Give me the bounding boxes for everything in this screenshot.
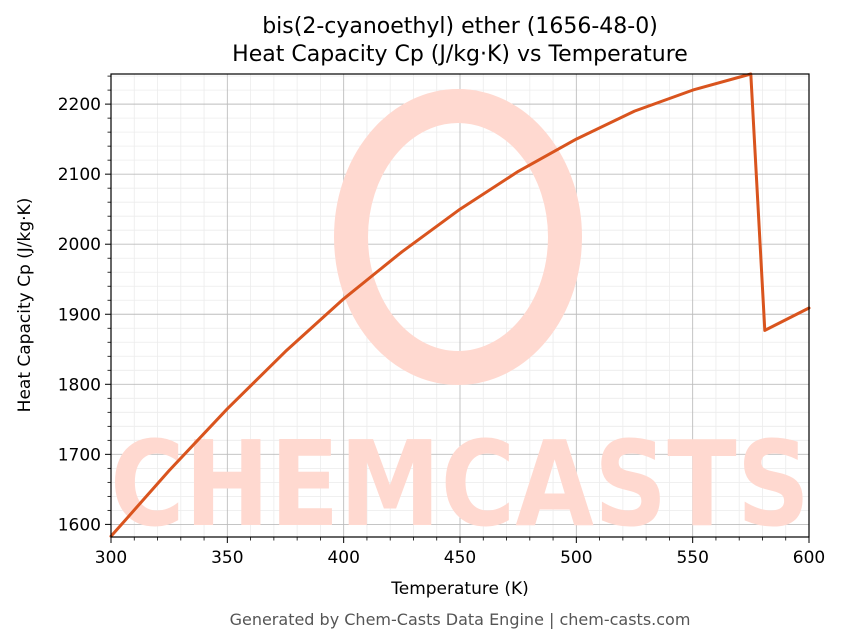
- x-tick-label: 600: [793, 548, 825, 568]
- y-tick-label: 2200: [58, 95, 101, 115]
- y-axis: 1600 1700 1800 1900 2000 2100 2200: [58, 75, 111, 535]
- x-tick-label: 550: [676, 548, 708, 568]
- y-axis-label: Heat Capacity Cp (J/kg·K): [15, 198, 35, 413]
- x-tick-label: 450: [444, 548, 476, 568]
- x-axis: 300 350 400 450 500 550 600: [95, 537, 825, 568]
- x-axis-label: Temperature (K): [390, 579, 529, 599]
- y-tick-label: 2000: [58, 235, 101, 255]
- watermark-swirl-icon: [334, 89, 582, 385]
- footer-credit: Generated by Chem-Casts Data Engine | ch…: [230, 610, 691, 629]
- y-tick-label: 1700: [58, 445, 101, 465]
- series-line: [109, 72, 811, 538]
- x-tick-label: 300: [95, 548, 127, 568]
- watermark-text: CHEMCASTS: [110, 415, 810, 553]
- x-tick-label: 350: [211, 548, 243, 568]
- x-tick-label: 500: [560, 548, 592, 568]
- x-tick-label: 400: [327, 548, 359, 568]
- chart-subtitle: Heat Capacity Cp (J/kg·K) vs Temperature: [232, 42, 688, 67]
- y-tick-label: 1800: [58, 375, 101, 395]
- y-tick-label: 1600: [58, 515, 101, 535]
- chart-title: bis(2-cyanoethyl) ether (1656-48-0): [262, 14, 658, 39]
- watermark: CHEMCASTS: [110, 89, 810, 553]
- series-layer: [109, 72, 811, 538]
- y-tick-label: 1900: [58, 305, 101, 325]
- y-tick-label: 2100: [58, 165, 101, 185]
